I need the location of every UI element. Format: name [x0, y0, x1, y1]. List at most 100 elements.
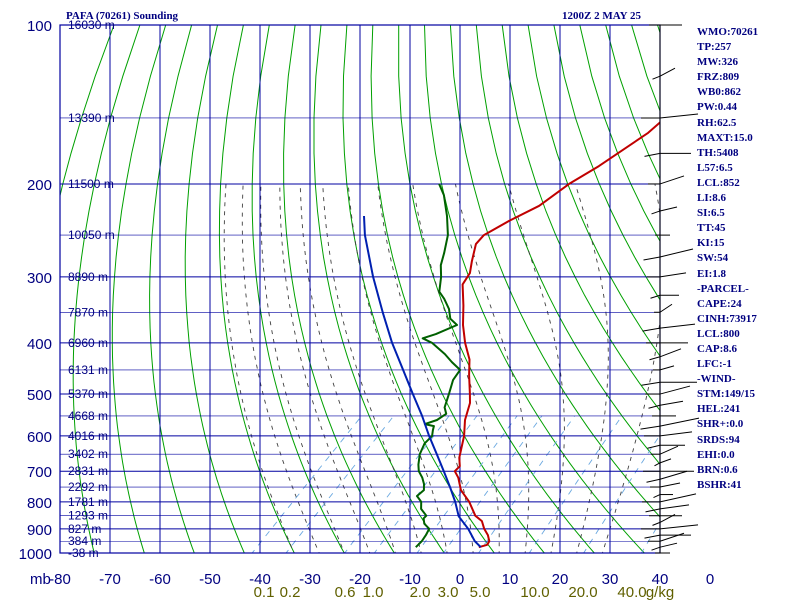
- height-label: 1781 m: [68, 495, 108, 509]
- sounding-index-item: LFC:-1: [697, 358, 732, 371]
- pressure-tick-label: 400: [27, 336, 52, 353]
- sounding-index-item: SI:6.5: [697, 207, 725, 220]
- wind-barb: [649, 356, 661, 361]
- sounding-index-item: LI:8.6: [697, 192, 727, 205]
- dry-adiabat: [761, 25, 800, 564]
- dry-adiabat: [72, 25, 141, 553]
- wind-barb: [659, 206, 678, 212]
- mixing-ratio-label: 0.1: [254, 584, 275, 600]
- pressure-unit-label: mb: [30, 571, 51, 588]
- moist-adiabat: [377, 183, 474, 553]
- moist-adiabat: [279, 183, 371, 553]
- moist-adiabat: [241, 183, 320, 553]
- height-label: 4668 m: [68, 409, 108, 423]
- mixing-ratio-label: 40.0: [617, 584, 646, 600]
- pressure-tick-label: 900: [27, 522, 52, 539]
- sounding-index-item: L57:6.5: [697, 161, 733, 174]
- temperature-tick-label: 10: [502, 571, 519, 588]
- dry-adiabat: [283, 25, 395, 553]
- wind-barb: [651, 210, 661, 215]
- wind-barb: [659, 365, 675, 371]
- pressure-tick-label: 300: [27, 270, 52, 287]
- wind-barb: [659, 482, 681, 488]
- dry-adiabat: [449, 25, 660, 518]
- temperature-tick-label: -40: [249, 571, 271, 588]
- wind-barb: [642, 327, 661, 332]
- dry-adiabat: [398, 25, 595, 553]
- wind-barb: [648, 404, 661, 409]
- temperature-tick-label: 0: [456, 571, 464, 588]
- height-label: 2831 m: [68, 464, 108, 478]
- mixing-ratio-label: 1.0: [363, 584, 384, 600]
- sounding-index-item: BSHR:41: [697, 478, 742, 491]
- moist-adiabat: [601, 183, 660, 553]
- sounding-index-item: CAP:8.6: [697, 342, 738, 355]
- wind-barb: [659, 400, 684, 406]
- sounding-index-item: EHI:0.0: [697, 448, 735, 461]
- temperature-tick-label: -70: [99, 571, 121, 588]
- wind-barb: [659, 385, 691, 395]
- height-label: 4016 m: [68, 429, 108, 443]
- dry-adiabat: [553, 25, 660, 301]
- temperature-tick-label: 30: [602, 571, 619, 588]
- wind-barb: [653, 494, 661, 499]
- wind-barb: [659, 458, 672, 464]
- wind-barb: [641, 381, 661, 386]
- pressure-tick-label: 200: [27, 177, 52, 194]
- wind-barb: [659, 272, 687, 278]
- temperature-line: [453, 121, 660, 549]
- wind-barb: [652, 521, 661, 526]
- sounding-index-item: MW:326: [697, 56, 738, 69]
- sounding-index-item: SHR+:0.0: [697, 418, 744, 431]
- sounding-index-item: -PARCEL-: [697, 282, 749, 295]
- mixing-ratio-label: 0.6: [335, 584, 356, 600]
- mixing-ratio-line: [583, 434, 660, 553]
- height-label: 8890 m: [68, 270, 108, 284]
- temperature-tick-label: -20: [349, 571, 371, 588]
- wind-barb: [659, 323, 696, 329]
- height-label: 11500 m: [68, 177, 114, 191]
- wind-barb: [651, 546, 661, 551]
- height-label: 7870 m: [68, 305, 108, 319]
- station-title: PAFA (70261) Sounding: [66, 10, 179, 22]
- wind-barb: [640, 425, 661, 430]
- wind-barb: [659, 303, 673, 313]
- sounding-index-item: BRN:0.6: [697, 463, 738, 476]
- parcel-line: [363, 215, 482, 548]
- sounding-index-item: STM:149/15: [697, 388, 756, 401]
- wind-barb: [659, 431, 693, 437]
- mixing-ratio-label: 2.0: [410, 584, 431, 600]
- wind-barbs: [640, 24, 700, 554]
- valid-time: 1200Z 2 MAY 25: [562, 10, 641, 22]
- dry-adiabat: [313, 25, 445, 553]
- wind-barb: [659, 445, 679, 455]
- height-label: 2292 m: [68, 480, 108, 494]
- dry-adiabat: [218, 25, 295, 553]
- mixing-ratio-label: 3.0: [438, 584, 459, 600]
- sounding-index-item: SRDS:94: [697, 433, 740, 446]
- dry-adiabat: [184, 25, 245, 553]
- mixing-ratio-label: 5.0: [470, 584, 491, 600]
- moist-adiabat: [322, 183, 422, 553]
- mixing-ratio-label: 0.2: [280, 584, 301, 600]
- wind-barb: [643, 256, 661, 261]
- sounding-index-item: CINH:73917: [697, 312, 757, 325]
- height-label: 6960 m: [68, 336, 108, 350]
- temperature-tick-label: -80: [49, 571, 71, 588]
- dry-adiabat: [579, 25, 660, 243]
- pressure-tick-label: 100: [27, 18, 52, 35]
- background-lines: [60, 25, 800, 564]
- pressure-tick-label: 1000: [19, 546, 52, 563]
- wind-barb: [646, 478, 661, 483]
- wind-barb: [644, 534, 661, 539]
- sounding-index-item: WMO:70261: [697, 26, 759, 38]
- moist-adiabat: [223, 183, 295, 553]
- wind-barb: [659, 417, 700, 427]
- dewpoint-line: [415, 183, 462, 548]
- sounding-index-item: HEL:241: [697, 403, 741, 416]
- wind-barb: [652, 75, 661, 80]
- pressure-tick-label: 700: [27, 464, 52, 481]
- mixing-ratio-line: [528, 415, 623, 553]
- moist-adiabat: [508, 183, 565, 553]
- moist-adiabat: [299, 183, 396, 553]
